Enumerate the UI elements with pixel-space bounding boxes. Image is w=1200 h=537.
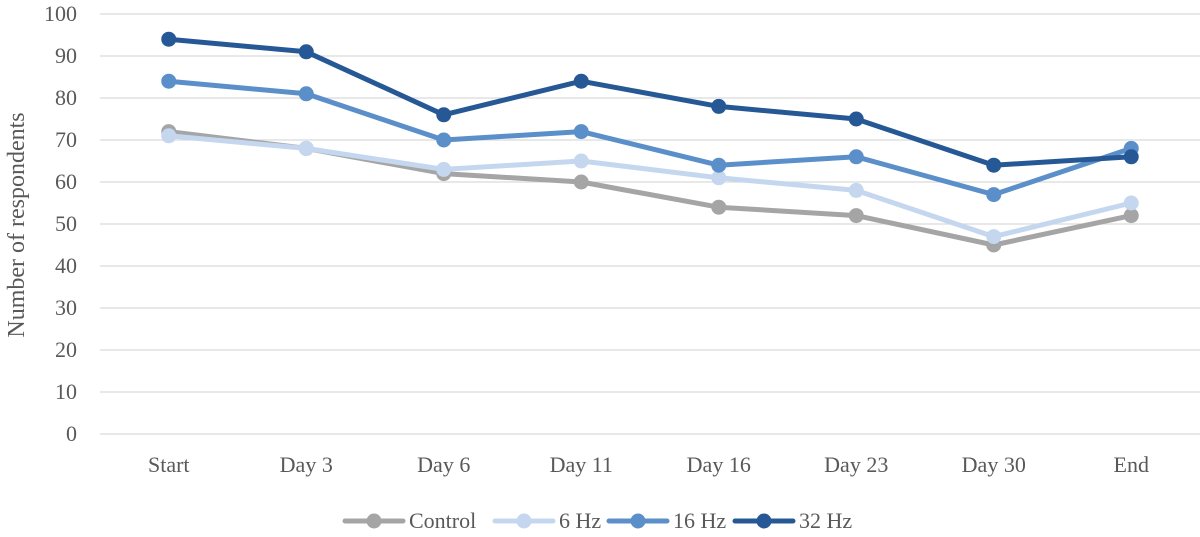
- data-point-6-hz: [436, 161, 452, 177]
- x-tick-label: Day 11: [550, 452, 613, 477]
- legend-item-16-hz: 16 Hz: [606, 508, 726, 533]
- x-tick-label: End: [1114, 452, 1149, 477]
- data-point-32-hz: [436, 107, 452, 123]
- data-point-32-hz: [711, 98, 727, 114]
- y-tick-label: 10: [55, 379, 77, 404]
- legend-swatch-marker: [516, 513, 532, 529]
- legend-swatch-marker: [756, 513, 772, 529]
- y-tick-label: 0: [66, 421, 77, 446]
- data-point-6-hz: [1123, 195, 1139, 211]
- data-point-6-hz: [573, 153, 589, 169]
- data-point-16-hz: [436, 132, 452, 148]
- data-point-32-hz: [161, 31, 177, 47]
- data-point-6-hz: [161, 128, 177, 144]
- x-tick-label: Start: [148, 452, 190, 477]
- x-tick-label: Day 16: [687, 452, 751, 477]
- data-point-16-hz: [298, 86, 314, 102]
- y-tick-label: 40: [55, 253, 77, 278]
- legend-item-32-hz: 32 Hz: [732, 508, 852, 533]
- x-axis-ticks: Start Day 3 Day 6 Day 11 Day 16 Day 23 Day 30 E…: [148, 452, 1149, 477]
- x-tick-label: Day 6: [417, 452, 470, 477]
- data-point-16-hz: [986, 187, 1002, 203]
- y-tick-label: 50: [55, 211, 77, 236]
- y-tick-label: 100: [44, 1, 77, 26]
- legend: Control 6 Hz 16 Hz 32 Hz: [342, 508, 852, 533]
- legend-label: Control: [409, 508, 476, 533]
- data-point-32-hz: [848, 111, 864, 127]
- series-32-hz: [161, 31, 1139, 173]
- data-point-control: [1123, 208, 1139, 224]
- data-point-32-hz: [298, 44, 314, 60]
- legend-swatch-marker: [630, 513, 646, 529]
- x-tick-label: Day 3: [280, 452, 333, 477]
- data-point-16-hz: [573, 124, 589, 140]
- data-point-16-hz: [848, 149, 864, 165]
- legend-label: 6 Hz: [559, 508, 601, 533]
- y-tick-label: 70: [55, 127, 77, 152]
- y-tick-label: 90: [55, 43, 77, 68]
- x-tick-label: Day 30: [962, 452, 1026, 477]
- data-point-6-hz: [711, 170, 727, 186]
- data-point-16-hz: [161, 73, 177, 89]
- legend-label: 16 Hz: [673, 508, 726, 533]
- legend-item-6-hz: 6 Hz: [492, 508, 601, 533]
- data-point-16-hz: [711, 157, 727, 173]
- legend-label: 32 Hz: [799, 508, 852, 533]
- data-point-32-hz: [1123, 149, 1139, 165]
- series-6-hz: [161, 128, 1139, 245]
- data-point-control: [711, 199, 727, 215]
- x-tick-label: Day 23: [824, 452, 888, 477]
- data-point-32-hz: [573, 73, 589, 89]
- y-axis-title: Number of respondents: [4, 112, 30, 337]
- data-point-32-hz: [986, 157, 1002, 173]
- legend-item-control: Control: [342, 508, 476, 533]
- y-tick-label: 30: [55, 295, 77, 320]
- data-point-6-hz: [298, 140, 314, 156]
- series-group: [161, 31, 1139, 253]
- y-tick-label: 20: [55, 337, 77, 362]
- data-point-control: [848, 208, 864, 224]
- series-line-16-hz: [166, 78, 1134, 198]
- series-line-6-hz: [166, 133, 1134, 240]
- series-line-32-hz: [166, 36, 1134, 168]
- y-tick-label: 60: [55, 169, 77, 194]
- y-tick-label: 80: [55, 85, 77, 110]
- data-point-6-hz: [986, 229, 1002, 245]
- series-16-hz: [161, 73, 1139, 203]
- gridlines: [100, 13, 1200, 435]
- legend-swatch-marker: [366, 513, 382, 529]
- data-point-6-hz: [848, 182, 864, 198]
- data-point-control: [573, 174, 589, 190]
- y-axis-ticks: 0 10 20 30 40 50 60 70 80 90 100: [44, 1, 77, 446]
